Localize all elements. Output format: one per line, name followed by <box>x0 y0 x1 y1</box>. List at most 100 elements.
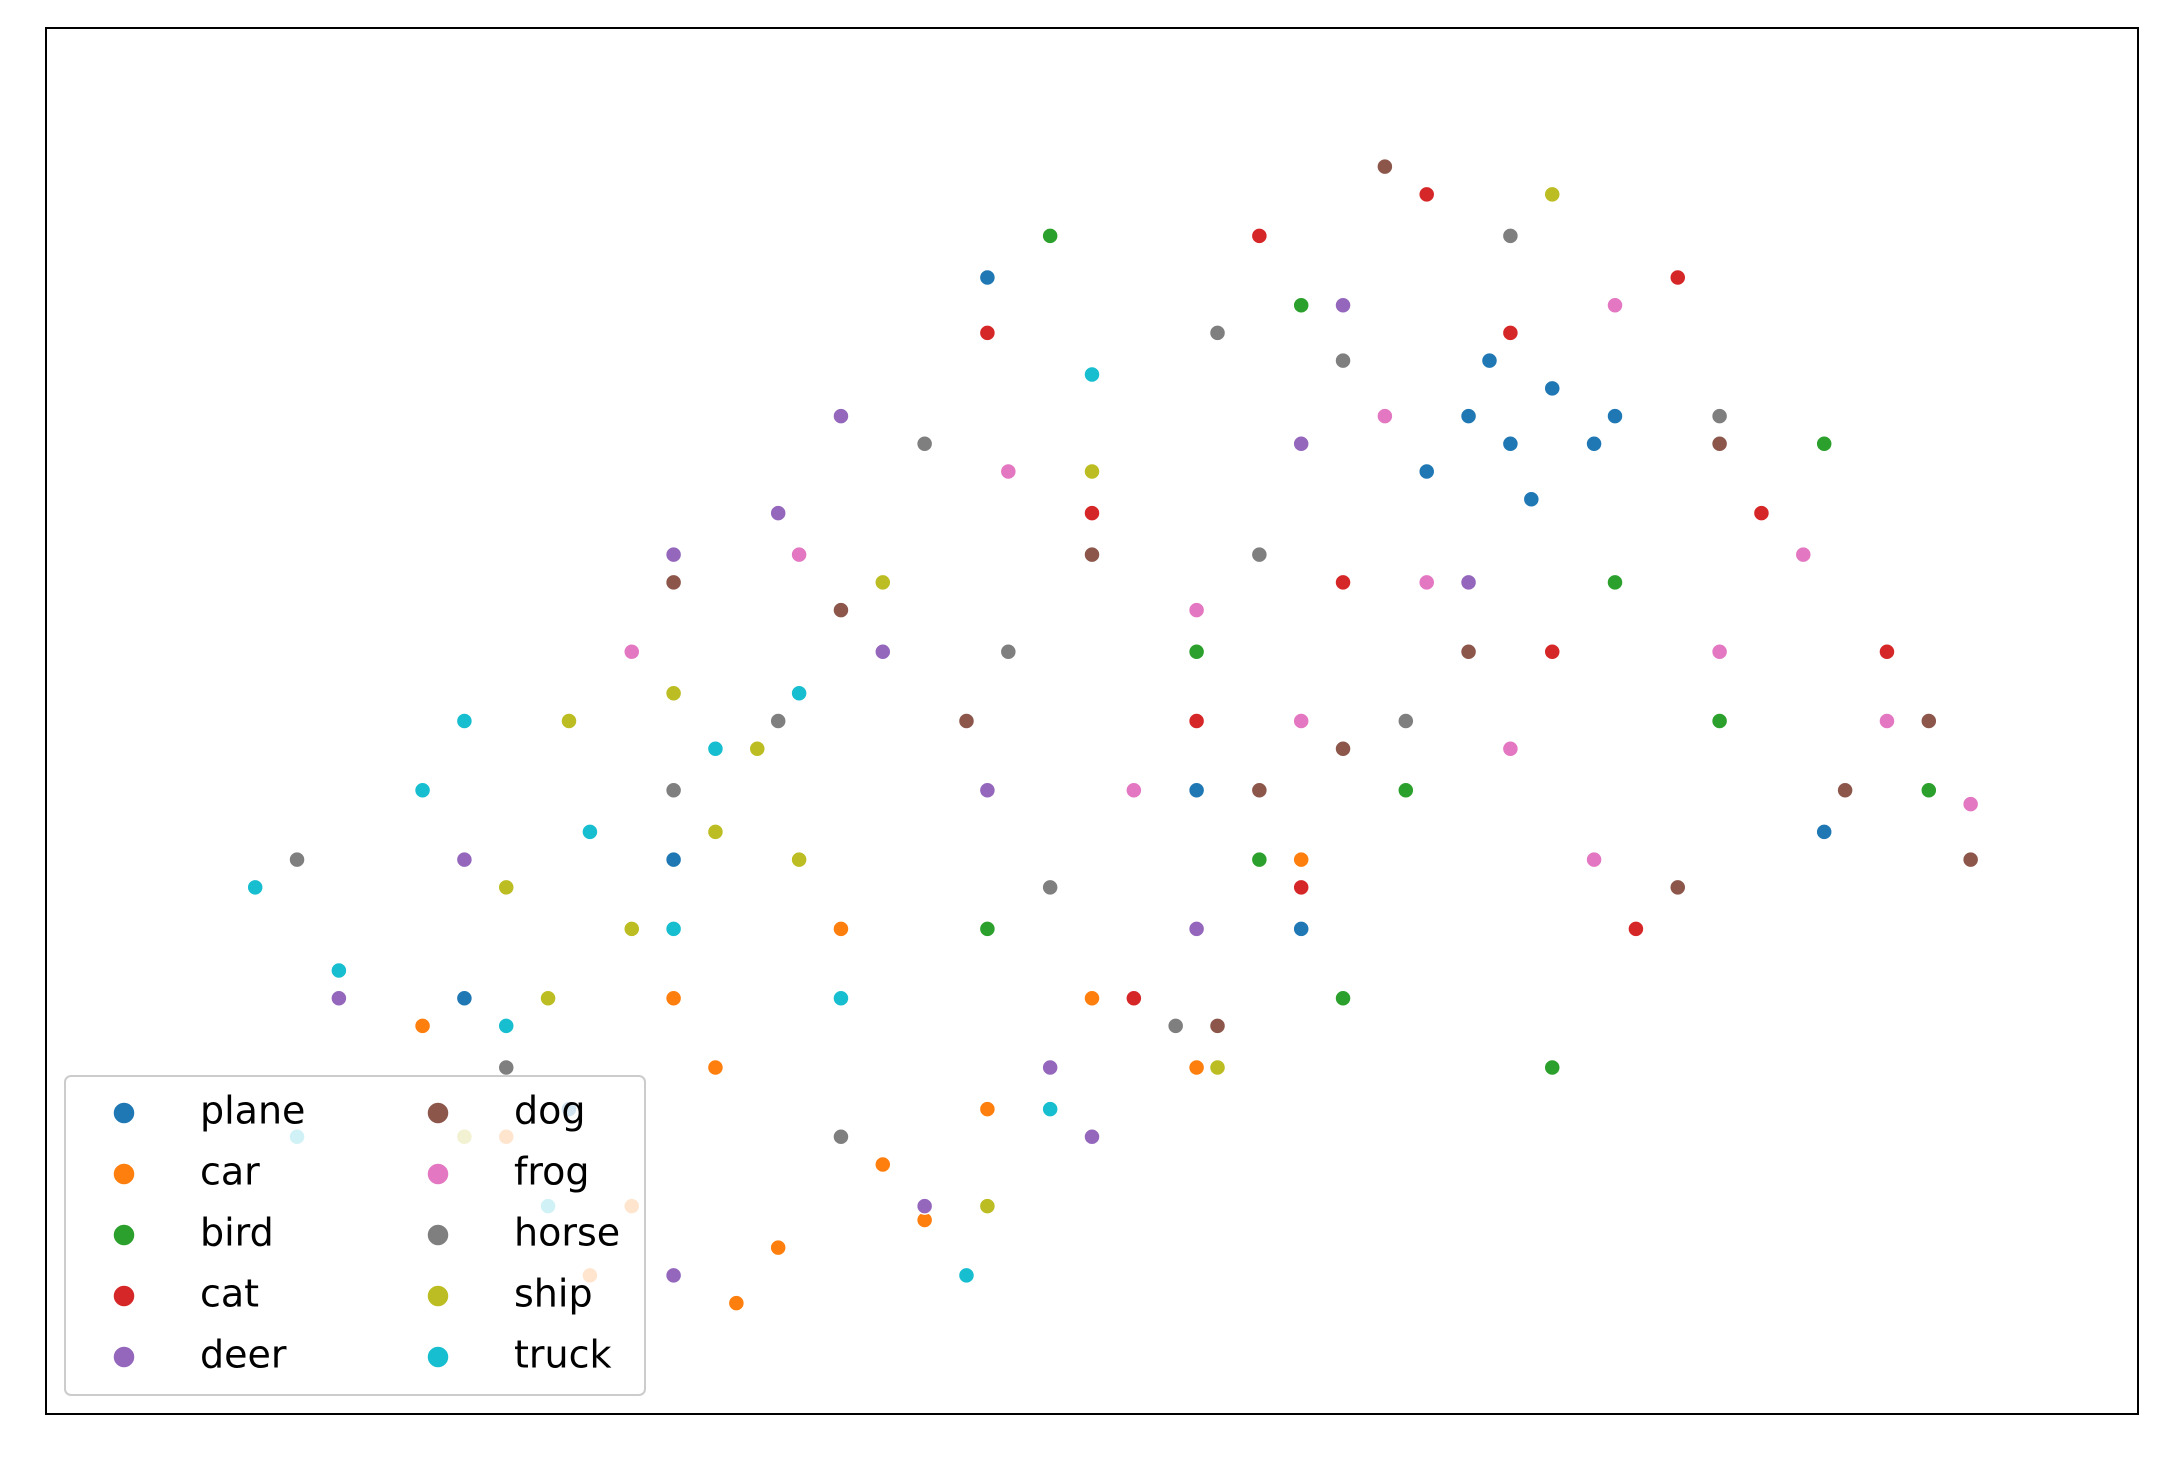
legend-label: dog <box>514 1089 586 1133</box>
point <box>1250 850 1269 869</box>
point <box>664 545 683 564</box>
point <box>1836 781 1854 800</box>
point <box>1459 642 1478 661</box>
point <box>1480 351 1499 370</box>
point <box>706 739 725 758</box>
point <box>706 1058 725 1077</box>
point <box>748 739 767 758</box>
point <box>1669 268 1687 287</box>
point <box>978 920 997 938</box>
point <box>664 920 683 938</box>
point <box>1543 185 1561 204</box>
point <box>1752 504 1771 522</box>
point <box>1522 490 1541 508</box>
point <box>1083 989 1101 1007</box>
point <box>1417 573 1436 592</box>
point <box>1125 989 1143 1007</box>
point <box>1083 365 1101 384</box>
point <box>832 1128 850 1146</box>
point <box>790 545 808 564</box>
point <box>413 1017 432 1035</box>
point <box>330 989 348 1007</box>
point <box>957 1266 976 1285</box>
point <box>1961 795 1980 813</box>
point <box>832 989 850 1007</box>
point <box>1334 573 1352 592</box>
point <box>790 850 808 869</box>
legend-marker <box>112 1284 136 1308</box>
point <box>1543 642 1561 661</box>
legend-label: deer <box>200 1333 287 1377</box>
point <box>1083 545 1101 564</box>
point <box>1815 823 1833 841</box>
point <box>664 989 683 1007</box>
point <box>1292 296 1310 314</box>
point <box>1083 1128 1101 1146</box>
point <box>246 878 264 897</box>
point <box>1543 379 1561 398</box>
point <box>769 504 787 522</box>
point <box>539 989 557 1007</box>
point <box>497 1017 515 1035</box>
point <box>1459 573 1478 592</box>
point <box>664 850 683 869</box>
point <box>1334 351 1352 370</box>
legend-label: truck <box>514 1333 612 1377</box>
point <box>1187 1058 1206 1077</box>
point <box>455 989 474 1007</box>
point <box>1292 435 1310 453</box>
point <box>706 823 725 841</box>
legend-box <box>64 1075 646 1396</box>
legend-label: cat <box>200 1272 259 1316</box>
legend-marker <box>112 1345 136 1369</box>
point <box>1250 545 1269 564</box>
point <box>1187 642 1206 661</box>
point <box>1208 324 1227 342</box>
point <box>1397 712 1415 730</box>
point <box>1606 296 1624 314</box>
point <box>978 324 997 342</box>
point <box>1292 712 1310 730</box>
point <box>769 712 787 730</box>
point <box>915 1197 934 1215</box>
point <box>288 850 306 869</box>
point <box>330 961 348 980</box>
point <box>1166 1017 1185 1035</box>
point <box>1794 545 1813 564</box>
point <box>915 435 934 453</box>
point <box>1585 435 1603 453</box>
point <box>1920 781 1938 800</box>
point <box>1606 407 1624 425</box>
legend-label: horse <box>514 1211 620 1255</box>
point <box>1187 601 1206 619</box>
point <box>1187 712 1206 730</box>
point <box>1501 227 1520 245</box>
point <box>1187 781 1206 800</box>
point <box>727 1294 746 1312</box>
legend-marker <box>426 1223 450 1247</box>
point <box>1334 739 1352 758</box>
legend-marker <box>426 1101 450 1125</box>
point <box>1459 407 1478 425</box>
legend-label: bird <box>200 1211 274 1255</box>
point <box>1585 850 1603 869</box>
legend-label: ship <box>514 1272 593 1316</box>
point <box>1710 435 1729 453</box>
point <box>560 712 578 730</box>
point <box>978 1197 997 1215</box>
point <box>1815 435 1833 453</box>
legend-marker <box>426 1345 450 1369</box>
point <box>1961 850 1980 869</box>
point <box>832 601 850 619</box>
point <box>1376 157 1394 176</box>
point <box>1501 435 1520 453</box>
point <box>1292 920 1310 938</box>
point <box>832 920 850 938</box>
point <box>664 684 683 703</box>
point <box>1334 296 1352 314</box>
point <box>1606 573 1624 592</box>
point <box>581 823 599 841</box>
point <box>999 642 1018 661</box>
point <box>1543 1058 1561 1077</box>
